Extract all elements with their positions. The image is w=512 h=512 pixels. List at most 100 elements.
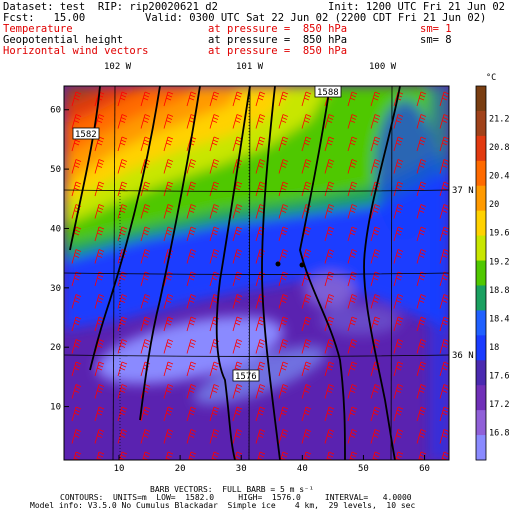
wind-barb: [119, 451, 128, 460]
wind-barb: [347, 136, 358, 152]
wind-barb: [232, 114, 243, 129]
wind-barb: [163, 204, 174, 219]
wind-barb: [232, 136, 243, 152]
wind-barb: [301, 316, 312, 332]
wind-barb: [278, 271, 289, 287]
wind-barb: [439, 114, 449, 129]
wind-barb: [439, 136, 449, 152]
wind-barb: [71, 429, 82, 444]
wind-barb: [393, 316, 404, 332]
wind-barb: [209, 204, 220, 219]
wind-barb: [209, 271, 220, 287]
wind-barb: [393, 159, 404, 174]
wind-barb: [418, 451, 427, 460]
wind-barb: [416, 384, 427, 399]
y-tick-label: 40: [50, 224, 61, 234]
wind-barb: [165, 451, 174, 460]
colorbar-swatch: [476, 235, 486, 262]
dataset-line: Dataset: test RIP: rip20020621 d2: [3, 1, 218, 13]
wind-barb: [163, 339, 174, 354]
wind-barb: [186, 91, 197, 107]
wind-barb: [163, 181, 174, 197]
wind-barb: [324, 406, 335, 422]
wind-barb: [326, 451, 335, 460]
wind-barb: [71, 406, 82, 422]
wind-barb: [117, 226, 128, 242]
x-tick-label: 40: [297, 464, 308, 474]
wind-barb: [94, 361, 105, 377]
colorbar: 21.2 20.8 20.4 20 19.6 19.2 18.8 18.4 18 17.6 17.2…: [475, 85, 509, 461]
contour-label: 1582: [75, 130, 97, 140]
plot-frame: [63, 85, 450, 461]
colorbar-label: 20.4: [489, 172, 509, 182]
lon-label: 100 W: [369, 62, 397, 72]
wind-barb: [439, 159, 449, 174]
height-contours: [69, 86, 401, 460]
wind-barb: [186, 114, 197, 129]
colorbar-label: 19.2: [489, 257, 509, 267]
wind-barb: [416, 361, 427, 377]
wind-barb: [163, 316, 174, 332]
colorbar-unit: °C: [486, 73, 496, 83]
wind-barb: [439, 384, 449, 399]
wind-barb: [301, 136, 312, 152]
wind-barb: [301, 159, 312, 174]
wind-barb: [163, 159, 174, 174]
wind-barb: [140, 159, 151, 174]
x-tick-label: 10: [114, 464, 125, 474]
longitude-labels: 102 W 101 W 100 W: [104, 62, 397, 72]
wind-barb: [117, 114, 128, 129]
wind-barb: [278, 91, 289, 107]
wind-barb: [347, 429, 358, 444]
wind-barb: [140, 271, 151, 287]
wind-barb: [393, 429, 404, 444]
y-tick-label: 30: [50, 284, 61, 294]
wind-barb: [209, 181, 220, 197]
wind-barb: [232, 316, 243, 332]
wind-barb: [416, 136, 427, 152]
wind-barb: [140, 249, 151, 264]
wind-barb: [278, 384, 289, 399]
field-3-pressure: at pressure = 850 hPa: [208, 45, 348, 57]
wind-barb: [347, 114, 358, 129]
wind-barb: [209, 249, 220, 264]
wind-barb: [439, 204, 449, 219]
wind-barb: [255, 159, 266, 174]
colorbar-label: 18.4: [489, 314, 509, 324]
colorbar-swatch: [476, 435, 486, 461]
wind-barb: [393, 226, 404, 242]
wind-barb: [163, 384, 174, 399]
wind-barb: [94, 316, 105, 332]
wind-barb: [140, 136, 151, 152]
wind-barb: [370, 136, 381, 152]
field-1-extra: sm= 1: [420, 23, 452, 35]
wind-barb: [255, 136, 266, 152]
wind-barb: [255, 114, 266, 129]
wind-barb: [255, 91, 266, 107]
graticule: [63, 85, 450, 461]
wind-barb: [209, 384, 220, 399]
wind-barb: [117, 406, 128, 422]
wind-barb: [117, 91, 128, 107]
wind-barb: [324, 114, 335, 129]
barb-caption: BARB VECTORS: FULL BARB = 5 m s⁻¹: [150, 485, 314, 494]
fcst-line: Fcst: 15.00: [3, 12, 86, 24]
lat-label: 37 N: [452, 186, 474, 196]
wind-barb: [393, 204, 404, 219]
wind-barb: [324, 294, 335, 309]
wind-barb: [278, 204, 289, 219]
wind-barb: [186, 294, 197, 309]
wind-barb: [393, 294, 404, 309]
wind-barb: [94, 384, 105, 399]
wind-barb: [278, 226, 289, 242]
wind-barb: [232, 294, 243, 309]
wind-barb: [301, 271, 312, 287]
wind-barb: [94, 204, 105, 219]
colorbar-label: 21.2: [489, 115, 509, 125]
wind-barb: [94, 181, 105, 197]
wind-barb: [142, 451, 151, 460]
colorbar-swatch: [476, 385, 486, 411]
wind-barb: [370, 91, 381, 107]
colorbar-label: 17.6: [489, 371, 509, 381]
colorbar-label: 19.6: [489, 229, 509, 239]
